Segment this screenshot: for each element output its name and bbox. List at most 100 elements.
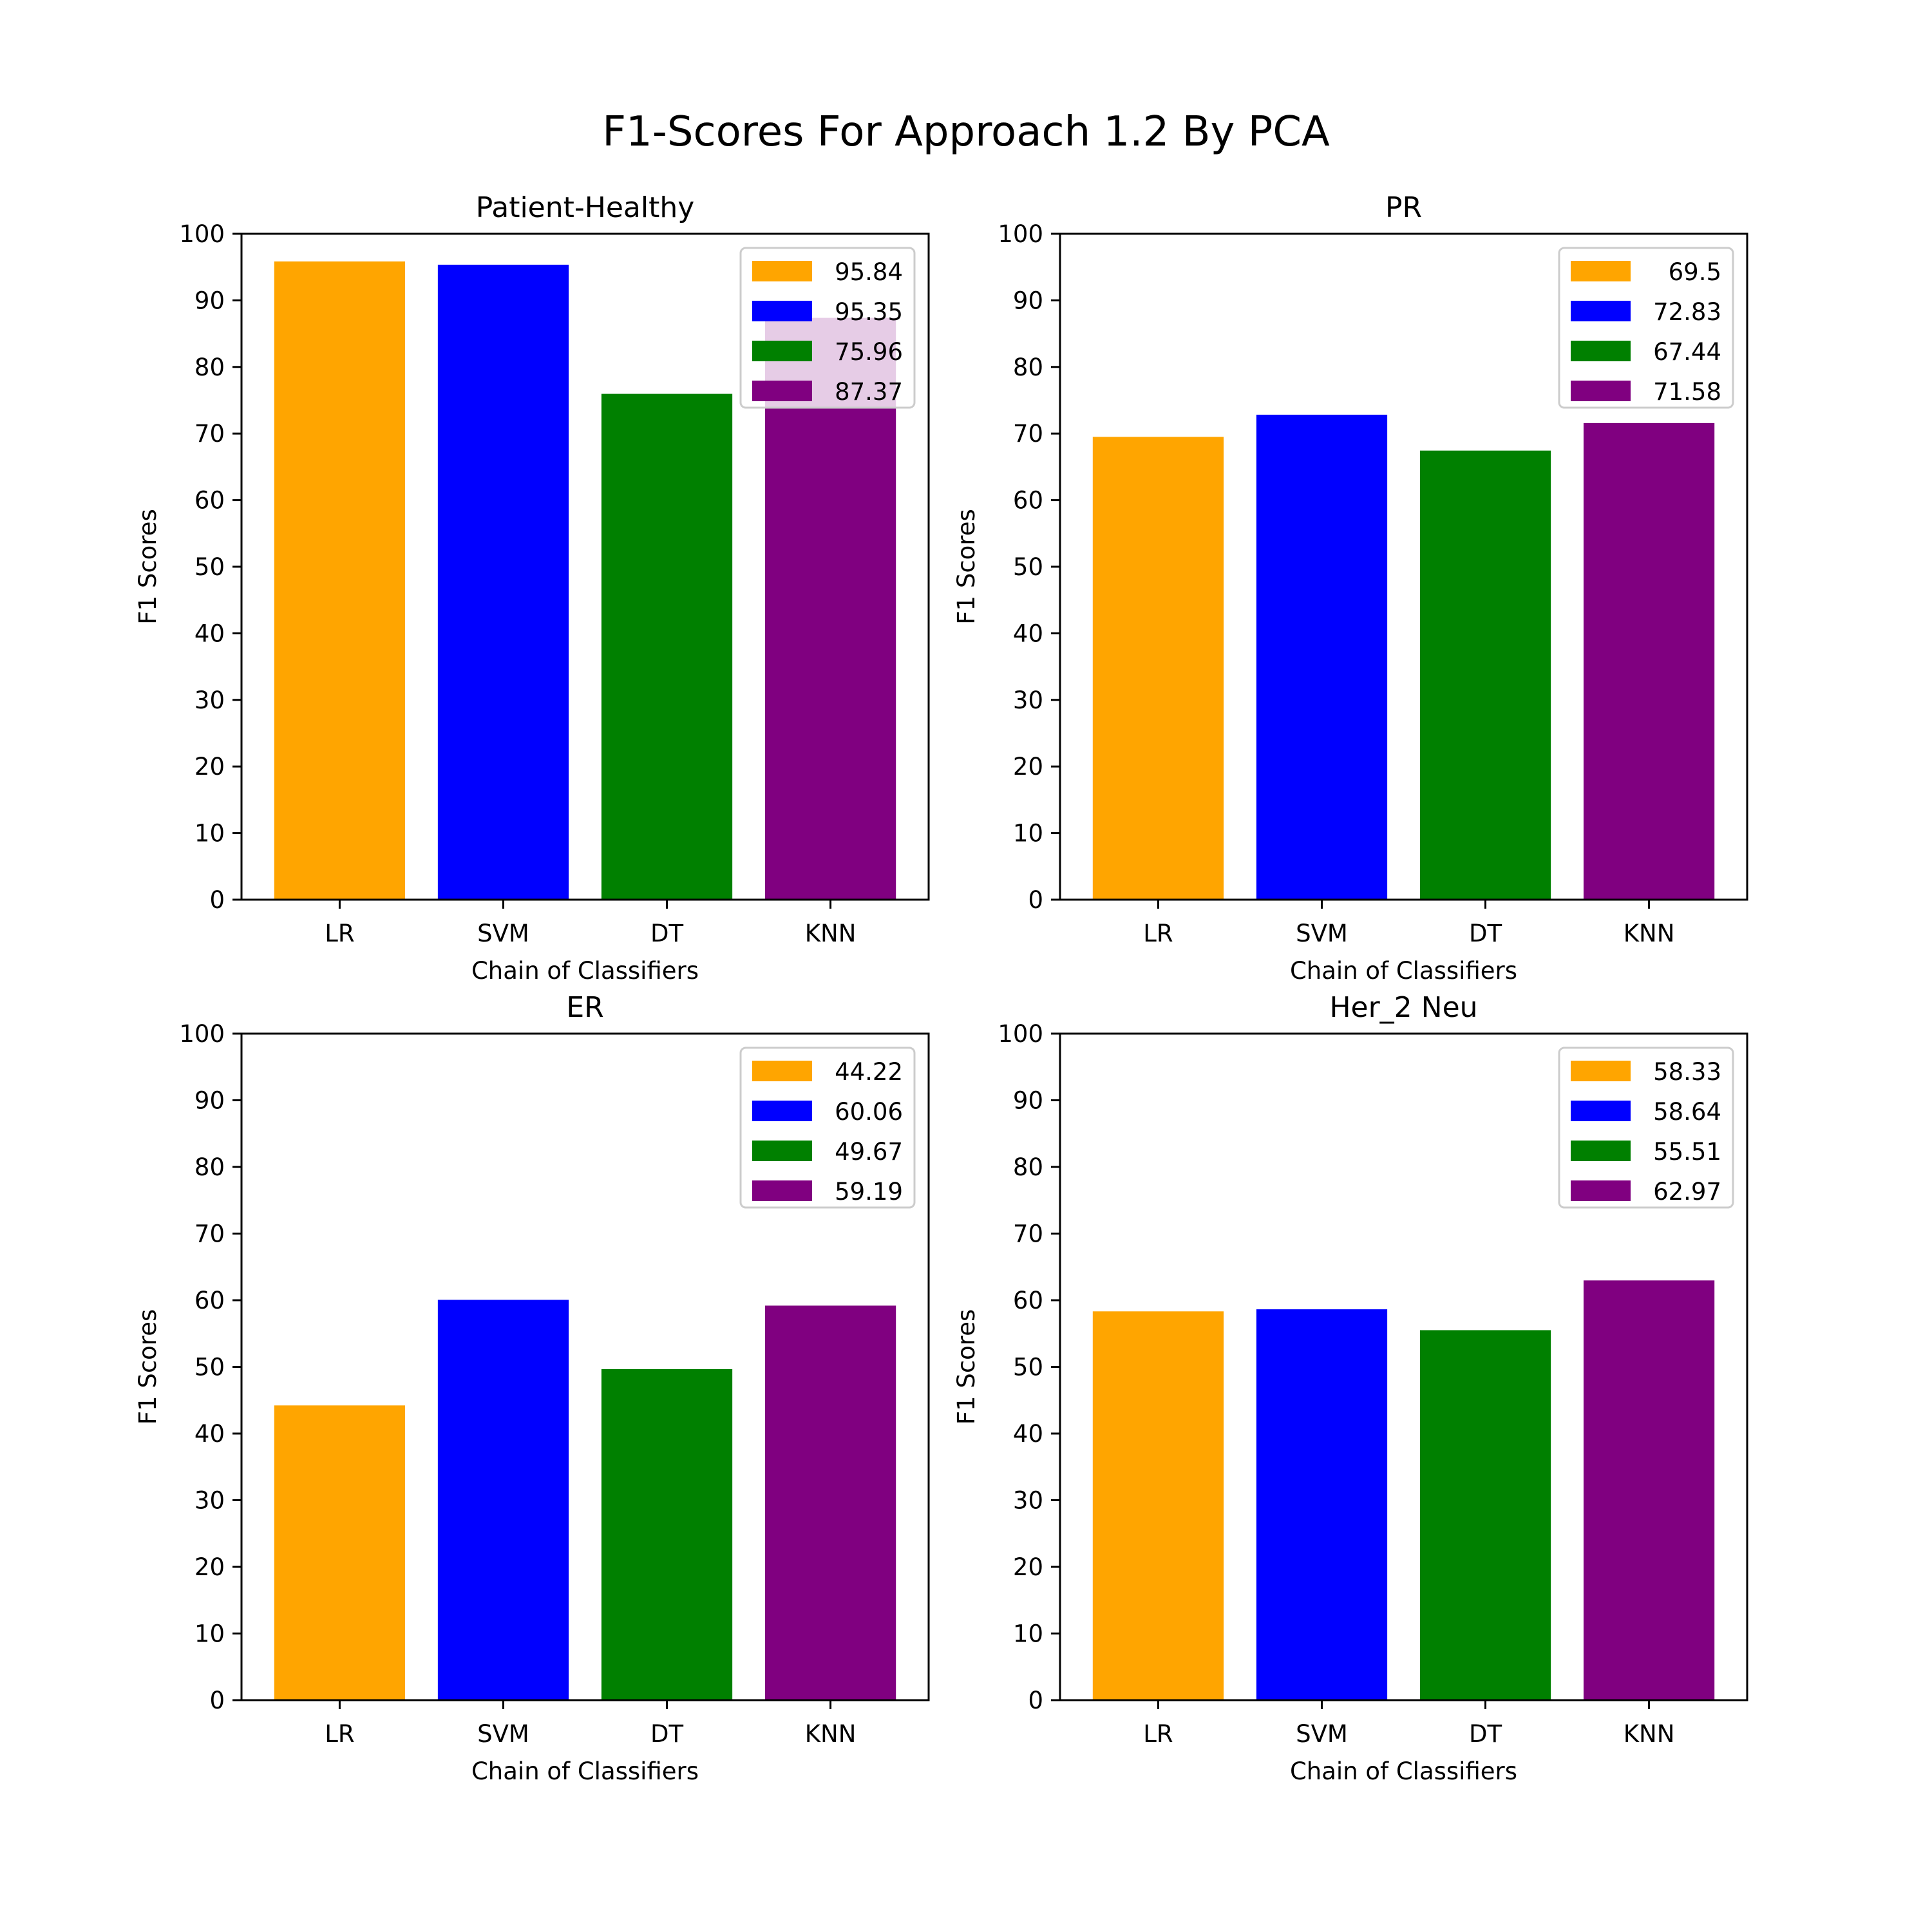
x-tick-label: SVM [1296, 920, 1348, 947]
y-tick-label: 50 [194, 553, 225, 581]
y-tick-label: 0 [209, 1687, 225, 1714]
y-tick-label: 100 [998, 220, 1043, 248]
x-tick-label: SVM [477, 1720, 529, 1748]
x-tick-label: SVM [477, 920, 529, 947]
y-axis-label: F1 Scores [952, 1309, 980, 1425]
legend-label: 71.58 [1653, 378, 1721, 406]
y-tick-label: 80 [194, 1153, 225, 1181]
y-axis-label: F1 Scores [952, 509, 980, 625]
y-tick-label: 100 [179, 1020, 225, 1048]
y-tick-label: 30 [1013, 687, 1043, 714]
bar-dt [1419, 450, 1551, 900]
axes-frame [1059, 232, 1748, 901]
legend-box [739, 247, 916, 409]
x-axis-label: Chain of Classifiers [471, 957, 699, 985]
legend: 44.22 60.06 49.67 59.19 [739, 1046, 916, 1209]
legend-label: 87.37 [835, 378, 903, 406]
y-tick-label: 20 [194, 1553, 225, 1581]
x-tick-label: LR [325, 1720, 354, 1748]
y-tick-label: 50 [194, 1354, 225, 1381]
legend-label: 67.44 [1653, 338, 1721, 366]
y-tick-label: 70 [1013, 1220, 1043, 1248]
y-tick-label: 60 [1013, 1287, 1043, 1314]
y-tick-label: 0 [209, 886, 225, 914]
x-tick-label: LR [1143, 1720, 1173, 1748]
legend-swatch [752, 1180, 812, 1201]
x-tick-label: DT [1469, 920, 1502, 947]
legend-swatch [752, 381, 812, 401]
y-tick-label: 100 [179, 220, 225, 248]
legend-label: 60.06 [835, 1098, 903, 1126]
y-tick-label: 60 [1013, 487, 1043, 515]
axes-frame [1059, 1032, 1748, 1701]
legend-swatch [752, 1141, 812, 1161]
y-tick-label: 40 [194, 620, 225, 647]
y-tick-label: 20 [1013, 1553, 1043, 1581]
legend: 95.84 95.35 75.96 87.37 [739, 247, 916, 409]
x-tick-label: SVM [1296, 1720, 1348, 1748]
bar-lr [274, 1405, 406, 1700]
subplot-title: ER [566, 991, 603, 1024]
legend-box [739, 1046, 916, 1209]
y-tick-label: 20 [194, 753, 225, 781]
y-tick-label: 10 [1013, 820, 1043, 848]
y-tick-label: 90 [194, 1087, 225, 1115]
legend-swatch [752, 301, 812, 321]
y-tick-label: 70 [1013, 420, 1043, 448]
x-tick-label: DT [650, 920, 683, 947]
y-tick-label: 90 [1013, 1087, 1043, 1115]
y-tick-label: 30 [194, 687, 225, 714]
y-tick-label: 60 [194, 487, 225, 515]
y-tick-label: 50 [1013, 553, 1043, 581]
y-tick-label: 70 [194, 420, 225, 448]
legend-label: 95.35 [835, 298, 903, 326]
y-tick-label: 70 [194, 1220, 225, 1248]
y-tick-label: 60 [194, 1287, 225, 1314]
legend-label: 55.51 [1653, 1138, 1721, 1166]
bar-dt [601, 1368, 733, 1700]
chart-panel-3: 0 10 20 30 40 50 60 70 80 90 100 LR SVM DT KNN Her_2 Ne… [952, 991, 1748, 1785]
y-tick-label: 50 [1013, 1354, 1043, 1381]
legend-label: 95.84 [835, 258, 903, 286]
legend-label: 44.22 [835, 1058, 903, 1086]
legend-label: 75.96 [835, 338, 903, 366]
legend: 58.33 58.64 55.51 62.97 [1558, 1046, 1734, 1209]
bar-knn [764, 317, 896, 900]
figure-title: F1-Scores For Approach 1.2 By PCA [602, 108, 1330, 156]
legend-label: 72.83 [1653, 298, 1721, 326]
legend: 69.5 72.83 67.44 71.58 [1558, 247, 1734, 409]
legend-swatch [1571, 1061, 1631, 1081]
bar-dt [1419, 1330, 1551, 1700]
x-tick-label: KNN [1624, 920, 1675, 947]
legend-swatch [1571, 1180, 1631, 1201]
x-axis-label: Chain of Classifiers [471, 1757, 699, 1785]
legend-label: 58.33 [1653, 1058, 1721, 1086]
legend-swatch [1571, 1101, 1631, 1121]
subplot-title: Patient-Healthy [476, 191, 695, 224]
x-tick-label: KNN [1624, 1720, 1675, 1748]
y-tick-label: 90 [1013, 287, 1043, 314]
legend-label: 69.5 [1669, 258, 1721, 286]
legend-swatch [752, 341, 812, 361]
x-tick-label: LR [1143, 920, 1173, 947]
x-tick-label: LR [325, 920, 354, 947]
y-tick-label: 10 [194, 820, 225, 848]
x-tick-label: KNN [805, 1720, 857, 1748]
legend-swatch [1571, 301, 1631, 321]
bar-svm [1256, 414, 1388, 900]
chart-panel-1: 0 10 20 30 40 50 60 70 80 90 100 LR SVM DT KNN PR Chain … [952, 191, 1748, 985]
legend-swatch [1571, 261, 1631, 281]
x-axis-label: Chain of Classifiers [1290, 1757, 1517, 1785]
legend-swatch [1571, 341, 1631, 361]
legend-swatch [1571, 1141, 1631, 1161]
y-tick-label: 30 [1013, 1487, 1043, 1515]
y-tick-label: 30 [194, 1487, 225, 1515]
legend-box [1558, 247, 1734, 409]
y-tick-label: 20 [1013, 753, 1043, 781]
bar-svm [437, 265, 569, 900]
y-tick-label: 40 [1013, 1420, 1043, 1448]
y-tick-label: 90 [194, 287, 225, 314]
y-tick-label: 100 [998, 1020, 1043, 1048]
axes-frame [240, 232, 930, 901]
